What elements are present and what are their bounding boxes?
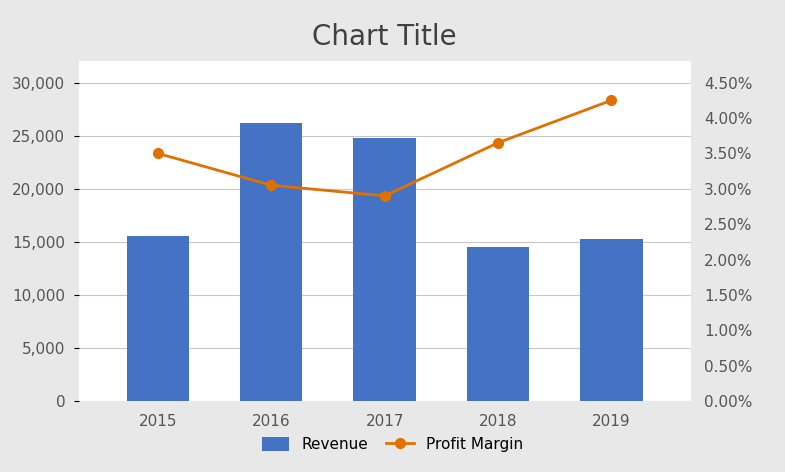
Bar	[240, 123, 302, 401]
Profit Margin	[607, 98, 616, 103]
Bar	[126, 236, 189, 401]
Title: Chart Title: Chart Title	[312, 23, 457, 51]
Bar	[353, 138, 416, 401]
Line: Profit Margin: Profit Margin	[153, 95, 616, 201]
Profit Margin	[380, 193, 389, 199]
Profit Margin	[493, 140, 502, 146]
Bar	[580, 239, 643, 401]
Legend: Revenue, Profit Margin: Revenue, Profit Margin	[254, 430, 531, 460]
Profit Margin	[153, 151, 162, 156]
Profit Margin	[267, 183, 276, 188]
Bar	[467, 247, 529, 401]
